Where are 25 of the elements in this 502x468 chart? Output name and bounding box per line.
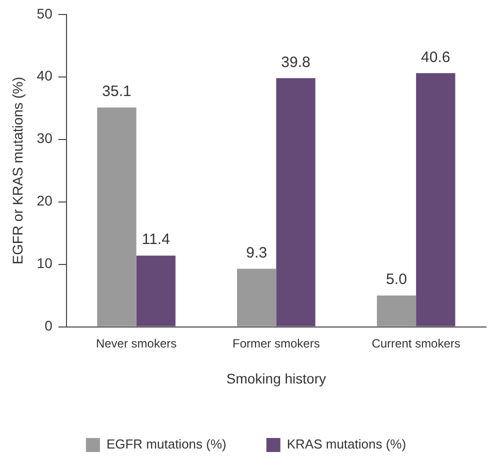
data-label: 35.1 [102, 83, 132, 100]
bar [376, 296, 416, 326]
x-tick-label: Current smokers [372, 336, 460, 350]
data-label: 39.8 [281, 54, 310, 71]
bar [136, 256, 176, 326]
legend-label: KRAS mutations (%) [286, 436, 406, 452]
y-tick-label: 50 [36, 5, 53, 22]
y-tick-label: 40 [36, 68, 53, 84]
x-tick-label: Never smokers [96, 336, 177, 350]
bar [237, 268, 276, 326]
x-tick-label: Former smokers [232, 336, 320, 350]
y-tick-label: 10 [36, 255, 53, 272]
y-tick-label: 0 [44, 318, 53, 334]
bar [97, 107, 136, 326]
data-label: 40.6 [421, 48, 450, 66]
y-tick-label: 30 [36, 130, 53, 146]
data-label: 11.4 [142, 231, 170, 248]
legend-label: EGFR mutations (%) [106, 436, 226, 452]
bar [416, 73, 456, 326]
bar [276, 78, 316, 326]
x-axis-title: Smoking history [226, 370, 326, 386]
y-axis-title: EGFR or KRAS mutations (%) [9, 76, 26, 264]
y-tick-label: 20 [36, 192, 53, 209]
data-label: 5.0 [386, 271, 407, 288]
data-label: 9.3 [246, 244, 268, 262]
